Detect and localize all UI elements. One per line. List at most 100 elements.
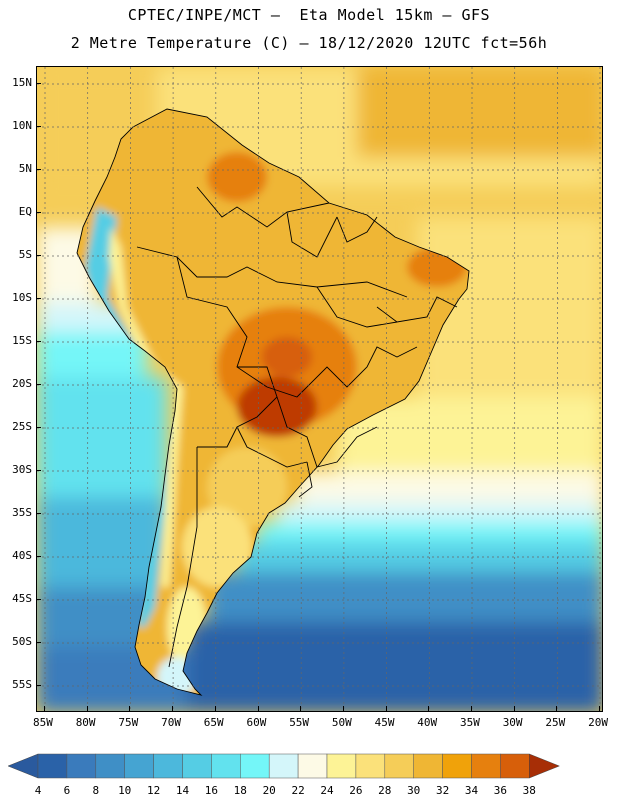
colorbar-label: 10 <box>118 784 132 797</box>
colorbar-swatch <box>413 753 443 779</box>
country-borders <box>76 108 470 696</box>
map-canvas <box>37 67 602 711</box>
colorbar-swatch <box>297 753 328 779</box>
lon-label: 65W <box>203 716 224 729</box>
lon-tick <box>300 706 302 711</box>
colorbar-label: 22 <box>291 784 305 797</box>
colorbar-label: 6 <box>63 784 71 797</box>
temperature-map <box>36 66 603 712</box>
lat-label: EQ <box>18 205 32 218</box>
lat-label: 35S <box>12 506 32 519</box>
lat-tick <box>36 126 41 127</box>
lon-tick <box>257 706 259 711</box>
colorbar-label: 4 <box>34 784 42 797</box>
lon-label: 45W <box>374 716 395 729</box>
lat-tick <box>36 83 41 84</box>
lat-label: 5S <box>18 248 32 261</box>
lon-label: 70W <box>161 716 181 729</box>
lon-tick <box>513 706 515 711</box>
chart-title-line-1: CPTEC/INPE/MCT – Eta Model 15km – GFS <box>127 6 491 24</box>
lon-tick <box>342 706 344 711</box>
colorbar-label: 38 <box>522 784 536 797</box>
lat-label: 25S <box>12 420 32 433</box>
lat-label: 20S <box>12 377 32 390</box>
lon-label: 25W <box>545 716 566 729</box>
lon-tick <box>214 706 216 711</box>
lat-tick <box>36 470 41 471</box>
colorbar-label: 12 <box>146 784 161 797</box>
lat-label: 45S <box>12 592 32 605</box>
colorbar-swatch <box>124 753 154 779</box>
lon-tick <box>471 706 472 711</box>
lon-tick <box>44 706 45 711</box>
lat-tick <box>36 212 41 213</box>
colorbar-swatch <box>211 753 241 779</box>
colorbar-swatch <box>442 753 472 779</box>
lon-tick <box>172 706 174 711</box>
lat-tick <box>36 642 41 643</box>
lat-tick <box>36 298 41 299</box>
lat-tick <box>36 341 41 342</box>
colorbar-swatch <box>182 753 212 779</box>
lat-tick <box>36 169 41 170</box>
colorbar-over-arrow <box>529 753 560 779</box>
colorbar-label: 32 <box>435 784 450 797</box>
lat-tick <box>36 556 41 557</box>
lon-label: 85W <box>33 716 53 729</box>
lon-label: 75W <box>118 716 139 729</box>
colorbar-under-arrow <box>7 753 39 779</box>
colorbar-label: 34 <box>464 784 479 797</box>
lon-label: 20W <box>588 716 608 729</box>
lon-tick <box>556 706 558 711</box>
lat-tick <box>36 599 41 600</box>
colorbar <box>7 753 560 779</box>
lon-tick <box>86 706 88 711</box>
lon-tick <box>385 706 387 711</box>
colorbar-label: 28 <box>378 784 392 797</box>
colorbar-swatch <box>66 753 97 779</box>
lon-label: 55W <box>289 716 310 729</box>
lon-label: 80W <box>75 716 96 729</box>
colorbar-label: 16 <box>204 784 219 797</box>
lat-tick <box>36 685 41 686</box>
lon-label: 40W <box>417 716 438 729</box>
lon-label: 60W <box>246 716 267 729</box>
colorbar-label: 30 <box>407 784 421 797</box>
lat-label: 15S <box>12 334 32 347</box>
lat-tick <box>36 513 41 514</box>
lat-label: 10S <box>12 291 32 304</box>
colorbar-label: 8 <box>92 784 100 797</box>
colorbar-swatch <box>95 753 125 779</box>
lon-tick <box>129 706 131 711</box>
chart-title-line-2: 2 Metre Temperature (C) – 18/12/2020 12U… <box>70 34 548 52</box>
lat-label: 55S <box>12 678 32 691</box>
colorbar-swatch <box>471 753 501 779</box>
colorbar-swatch <box>153 753 183 779</box>
lat-tick <box>36 255 41 256</box>
colorbar-label: 36 <box>493 784 508 797</box>
lat-label: 5N <box>18 162 32 175</box>
colorbar-label: 24 <box>320 784 334 797</box>
colorbar-label: 18 <box>233 784 247 797</box>
lat-label: 15N <box>12 76 32 89</box>
lon-label: 35W <box>460 716 480 729</box>
lat-tick <box>36 384 41 385</box>
lat-tick <box>36 427 41 428</box>
colorbar-swatch <box>355 753 386 779</box>
lat-label: 50S <box>12 635 32 648</box>
lat-label: 40S <box>12 549 32 562</box>
colorbar-swatch <box>37 753 68 779</box>
lon-label: 30W <box>502 716 523 729</box>
colorbar-label: 20 <box>262 784 276 797</box>
lat-label: 10N <box>12 119 32 132</box>
lon-tick <box>428 706 430 711</box>
lat-label: 30S <box>12 463 32 476</box>
colorbar-swatch <box>240 753 270 779</box>
colorbar-swatch <box>326 753 357 779</box>
colorbar-swatch <box>384 753 414 779</box>
colorbar-swatch <box>268 753 299 779</box>
colorbar-label: 26 <box>349 784 363 797</box>
lon-tick <box>599 706 601 711</box>
lon-label: 50W <box>331 716 352 729</box>
colorbar-label: 14 <box>175 784 190 797</box>
